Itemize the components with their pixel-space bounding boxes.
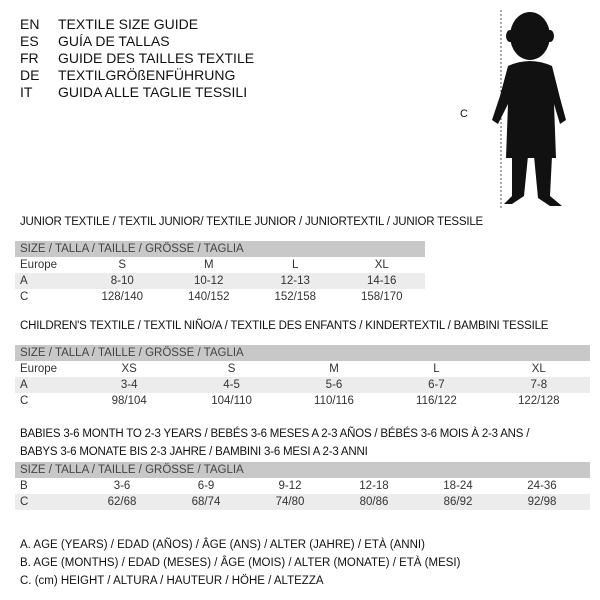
- table-cell: 74/80: [275, 496, 305, 508]
- lang-code: FR: [20, 50, 39, 66]
- lang-row: IT GUIDA ALLE TAGLIE TESSILI: [20, 84, 254, 101]
- lang-title: GUIDE DES TAILLES TEXTILE: [58, 50, 255, 66]
- lang-row: FR GUIDE DES TAILLES TEXTILE: [20, 50, 254, 67]
- table-cell: S: [227, 363, 236, 375]
- table-header: SIZE / TALLA / TAILLE / GRÖSSE / TAGLIA: [15, 241, 425, 257]
- row-label: A: [20, 379, 28, 391]
- table-row: Europe S M L XL: [15, 257, 425, 273]
- child-silhouette-icon: [492, 10, 566, 208]
- language-titles: EN TEXTILE SIZE GUIDE ES GUÍA DE TALLAS FR…: [20, 16, 254, 101]
- table-cell: 12-13: [280, 275, 310, 287]
- table-cell: 62/68: [107, 496, 137, 508]
- table-cell: 98/104: [111, 395, 147, 407]
- row-label: C: [20, 496, 29, 508]
- table-row: B 3-6 6-9 9-12 12-18 18-24 24-36: [15, 478, 590, 494]
- table-cell: 86/92: [443, 496, 473, 508]
- note: A. AGE (YEARS) / EDAD (AÑOS) / ÂGE (ANS)…: [20, 539, 425, 551]
- lang-code: EN: [20, 16, 40, 32]
- lang-row: ES GUÍA DE TALLAS: [20, 33, 254, 50]
- lang-title: GUÍA DE TALLAS: [58, 33, 170, 49]
- table-cell: 4-5: [223, 379, 240, 391]
- row-label: C: [20, 291, 29, 303]
- table-cell: 3-6: [113, 480, 131, 492]
- junior-table: SIZE / TALLA / TAILLE / GRÖSSE / TAGLIA …: [15, 241, 425, 305]
- babies-table: SIZE / TALLA / TAILLE / GRÖSSE / TAGLIA …: [15, 462, 590, 510]
- table-cell: L: [292, 259, 299, 271]
- lang-title: TEXTILE SIZE GUIDE: [58, 16, 199, 32]
- row-label: A: [20, 275, 28, 287]
- table-cell: XS: [121, 363, 137, 375]
- row-label: Europe: [20, 259, 58, 271]
- table-row: Europe XS S M L XL: [15, 361, 590, 377]
- table-cell: M: [329, 363, 339, 375]
- lang-row: EN TEXTILE SIZE GUIDE: [20, 16, 254, 33]
- table-cell: 6-9: [197, 480, 215, 492]
- table-row: A 8-10 10-12 12-13 14-16: [15, 273, 425, 289]
- lang-title: TEXTILGRÖßENFÜHRUNG: [58, 67, 236, 83]
- table-cell: 18-24: [443, 480, 473, 492]
- table-cell: 92/98: [527, 496, 557, 508]
- row-label: Europe: [20, 363, 58, 375]
- table-header: SIZE / TALLA / TAILLE / GRÖSSE / TAGLIA: [15, 345, 590, 361]
- children-table: SIZE / TALLA / TAILLE / GRÖSSE / TAGLIA …: [15, 345, 590, 409]
- table-cell: S: [118, 259, 127, 271]
- table-row: C 128/140 140/152 152/158 158/170: [15, 289, 425, 305]
- lang-code: DE: [20, 67, 40, 83]
- table-cell: XL: [531, 363, 546, 375]
- table-cell: L: [433, 363, 440, 375]
- table-cell: 152/158: [274, 291, 317, 303]
- height-figure: C: [460, 8, 580, 213]
- table-cell: 122/128: [518, 395, 560, 407]
- lang-title: GUIDA ALLE TAGLIE TESSILI: [58, 84, 248, 100]
- note: C. (cm) HEIGHT / ALTURA / HAUTEUR / HÖHE…: [20, 575, 324, 587]
- note: B. AGE (MONTHS) / EDAD (MESES) / ÂGE (MO…: [20, 557, 461, 569]
- table-header: SIZE / TALLA / TAILLE / GRÖSSE / TAGLIA: [15, 462, 590, 478]
- table-cell: 104/110: [211, 395, 252, 407]
- lang-code: IT: [20, 84, 33, 100]
- legend-notes: A. AGE (YEARS) / EDAD (AÑOS) / ÂGE (ANS)…: [20, 536, 460, 590]
- row-label: B: [20, 480, 28, 492]
- table-cell: 128/140: [101, 291, 144, 303]
- table-cell: M: [203, 259, 214, 271]
- table-cell: 68/74: [191, 496, 221, 508]
- babies-title: BABIES 3-6 MONTH TO 2-3 YEARS / BEBÉS 3-…: [20, 425, 529, 461]
- lang-code: ES: [20, 33, 39, 49]
- row-label: C: [20, 395, 29, 407]
- junior-title: JUNIOR TEXTILE / TEXTIL JUNIOR/ TEXTILE …: [20, 216, 484, 228]
- table-cell: 24-36: [527, 480, 557, 492]
- table-cell: 14-16: [367, 275, 397, 287]
- table-row: C 98/104 104/110 110/116 116/122 122/128: [15, 393, 590, 409]
- table-row: A 3-4 4-5 5-6 6-7 7-8: [15, 377, 590, 393]
- lang-row: DE TEXTILGRÖßENFÜHRUNG: [20, 67, 254, 84]
- table-cell: 5-6: [325, 379, 343, 391]
- table-cell: XL: [374, 259, 389, 271]
- babies-title-line: BABYS 3-6 MONATE BIS 2-3 JAHRE / BAMBINI…: [20, 446, 368, 458]
- table-cell: 158/170: [360, 291, 403, 303]
- table-cell: 3-4: [120, 379, 138, 391]
- babies-title-line: BABIES 3-6 MONTH TO 2-3 YEARS / BEBÉS 3-…: [20, 428, 530, 440]
- table-cell: 116/122: [416, 395, 457, 407]
- height-label: C: [460, 108, 468, 120]
- table-cell: 110/116: [314, 395, 354, 407]
- table-cell: 12-18: [359, 480, 389, 492]
- table-cell: 140/152: [187, 291, 230, 303]
- table-cell: 7-8: [530, 379, 548, 391]
- table-cell: 6-7: [428, 379, 445, 391]
- table-cell: 8-10: [110, 275, 134, 287]
- children-title: CHILDREN'S TEXTILE / TEXTIL NIÑO/A / TEX…: [20, 320, 549, 332]
- table-cell: 10-12: [194, 275, 224, 287]
- table-cell: 9-12: [278, 480, 302, 492]
- table-row: C 62/68 68/74 74/80 80/86 86/92 92/98: [15, 494, 590, 510]
- table-cell: 80/86: [359, 496, 389, 508]
